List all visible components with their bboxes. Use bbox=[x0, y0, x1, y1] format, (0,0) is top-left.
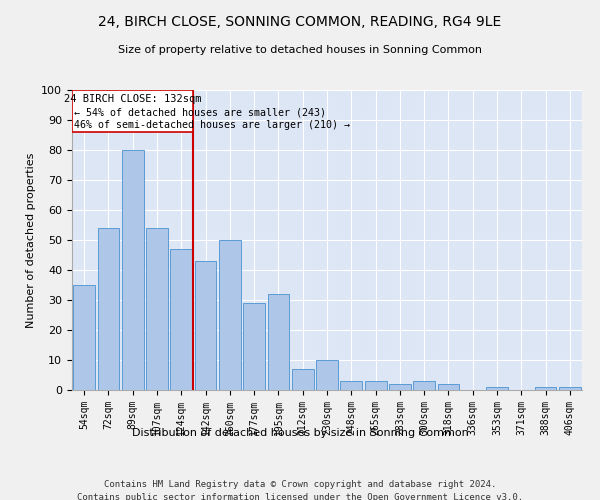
Text: Contains HM Land Registry data © Crown copyright and database right 2024.
Contai: Contains HM Land Registry data © Crown c… bbox=[77, 480, 523, 500]
Text: 24 BIRCH CLOSE: 132sqm: 24 BIRCH CLOSE: 132sqm bbox=[64, 94, 202, 104]
Text: 46% of semi-detached houses are larger (210) →: 46% of semi-detached houses are larger (… bbox=[74, 120, 350, 130]
Bar bbox=[535, 387, 556, 390]
Bar bbox=[122, 150, 143, 390]
Bar bbox=[73, 285, 95, 390]
Bar bbox=[316, 360, 338, 390]
Bar bbox=[437, 384, 460, 390]
Bar bbox=[268, 294, 289, 390]
Text: 24, BIRCH CLOSE, SONNING COMMON, READING, RG4 9LE: 24, BIRCH CLOSE, SONNING COMMON, READING… bbox=[98, 15, 502, 29]
Bar bbox=[194, 261, 217, 390]
Text: ← 54% of detached houses are smaller (243): ← 54% of detached houses are smaller (24… bbox=[74, 108, 326, 118]
Y-axis label: Number of detached properties: Number of detached properties bbox=[26, 152, 36, 328]
Bar bbox=[146, 228, 168, 390]
Bar bbox=[559, 387, 581, 390]
Bar bbox=[340, 381, 362, 390]
Bar bbox=[97, 228, 119, 390]
Bar bbox=[413, 381, 435, 390]
Bar bbox=[243, 303, 265, 390]
Text: Size of property relative to detached houses in Sonning Common: Size of property relative to detached ho… bbox=[118, 45, 482, 55]
Bar bbox=[365, 381, 386, 390]
Bar bbox=[219, 240, 241, 390]
Bar bbox=[389, 384, 411, 390]
Text: Distribution of detached houses by size in Sonning Common: Distribution of detached houses by size … bbox=[131, 428, 469, 438]
FancyBboxPatch shape bbox=[72, 90, 193, 132]
Bar bbox=[170, 249, 192, 390]
Bar bbox=[292, 369, 314, 390]
Bar bbox=[486, 387, 508, 390]
